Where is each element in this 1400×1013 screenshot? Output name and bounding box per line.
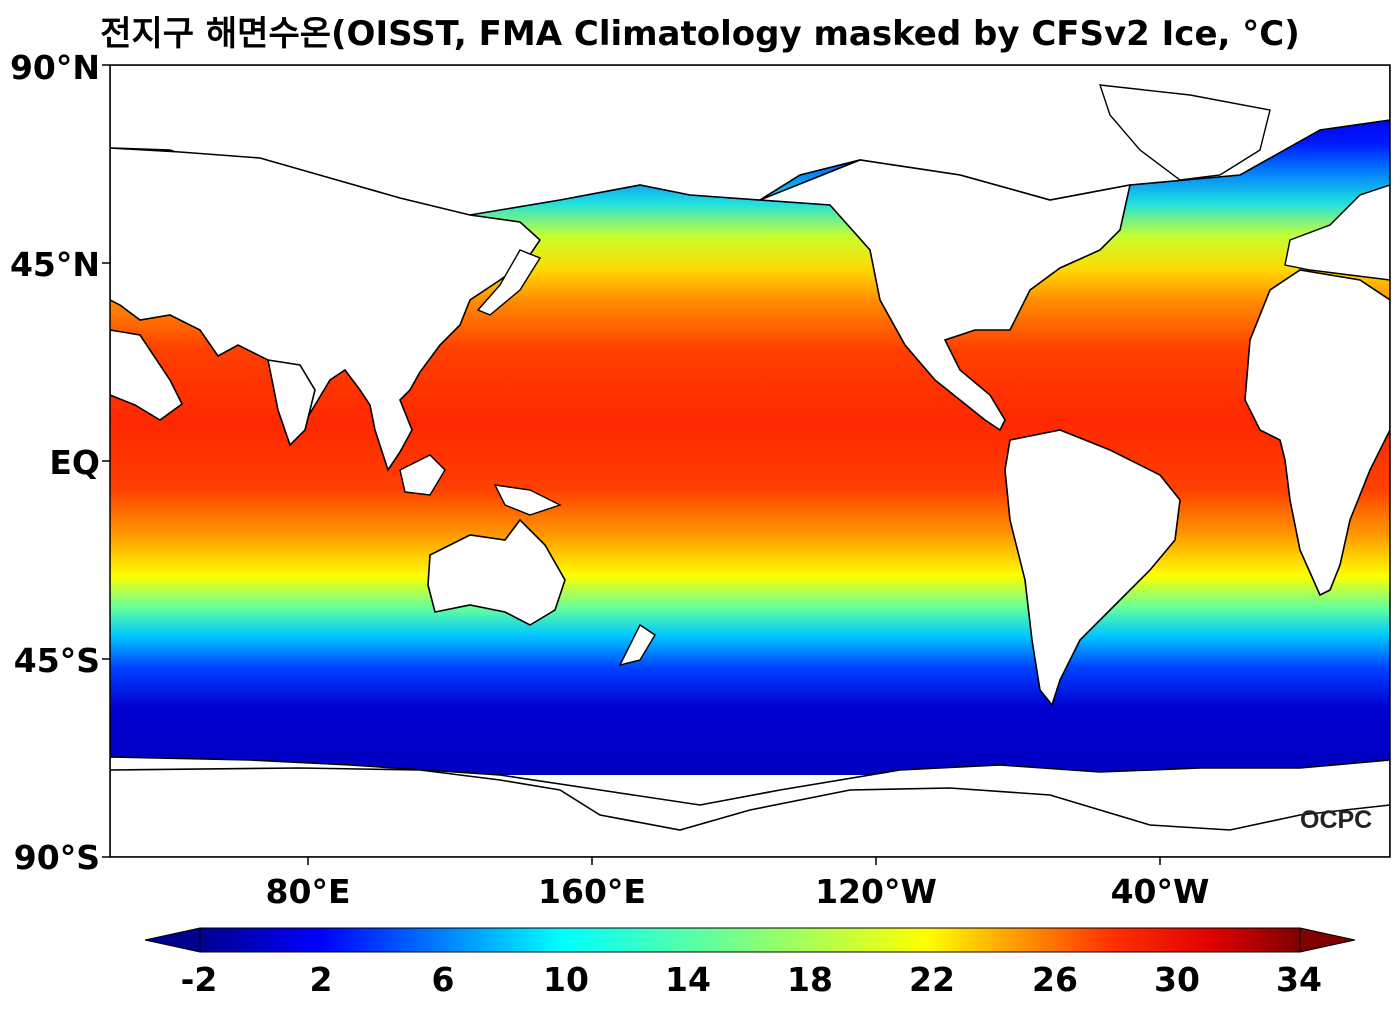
north-america: [759, 159, 1132, 432]
australia: [427, 518, 566, 626]
colorbar-body: [199, 927, 1301, 953]
greenland: [1098, 84, 1271, 181]
lon-label-40w: 40°W: [1110, 872, 1210, 911]
lat-label-90n: 90°N: [9, 48, 100, 87]
europe: [1284, 184, 1390, 281]
lon-label-160e: 160°E: [538, 872, 646, 911]
colorbar-tick: 26: [1032, 960, 1078, 999]
lat-label-eq: EQ: [49, 443, 100, 482]
antarctica: [110, 767, 1390, 857]
lat-label-90s: 90°S: [13, 838, 100, 877]
colorbar: [144, 927, 1356, 953]
borneo: [399, 454, 446, 496]
colorbar-tick: 10: [543, 960, 589, 999]
colorbar-tick: 22: [909, 960, 955, 999]
map-title: 전지구 해면수온(OISST, FMA Climatology masked b…: [100, 14, 1300, 54]
lat-label-45s: 45°S: [13, 641, 100, 680]
lon-label-80e: 80°E: [265, 872, 351, 911]
colorbar-tick: -2: [180, 960, 218, 999]
colorbar-min-arrow: [144, 927, 201, 953]
lon-label-120w: 120°W: [815, 872, 937, 911]
lat-ticks: [102, 64, 110, 858]
new-guinea: [493, 484, 562, 516]
arabia-africa-west: [110, 329, 184, 421]
colorbar-tick: 14: [665, 960, 711, 999]
new-zealand: [618, 623, 656, 667]
eurasia-landmass: [110, 147, 542, 472]
colorbar-tick: 2: [309, 960, 333, 999]
colorbar-tick: 6: [431, 960, 455, 999]
south-america: [1004, 429, 1181, 707]
colorbar-tick: 18: [787, 960, 833, 999]
lon-ticks: [307, 857, 1161, 865]
india: [266, 359, 316, 447]
ocpc-logo: OCPC: [1300, 806, 1373, 834]
colorbar-max-arrow: [1299, 927, 1356, 953]
colorbar-tick: 34: [1276, 960, 1322, 999]
japan: [476, 249, 542, 316]
africa: [1244, 269, 1390, 597]
colorbar-tick: 30: [1154, 960, 1200, 999]
lat-label-45n: 45°N: [9, 245, 100, 284]
